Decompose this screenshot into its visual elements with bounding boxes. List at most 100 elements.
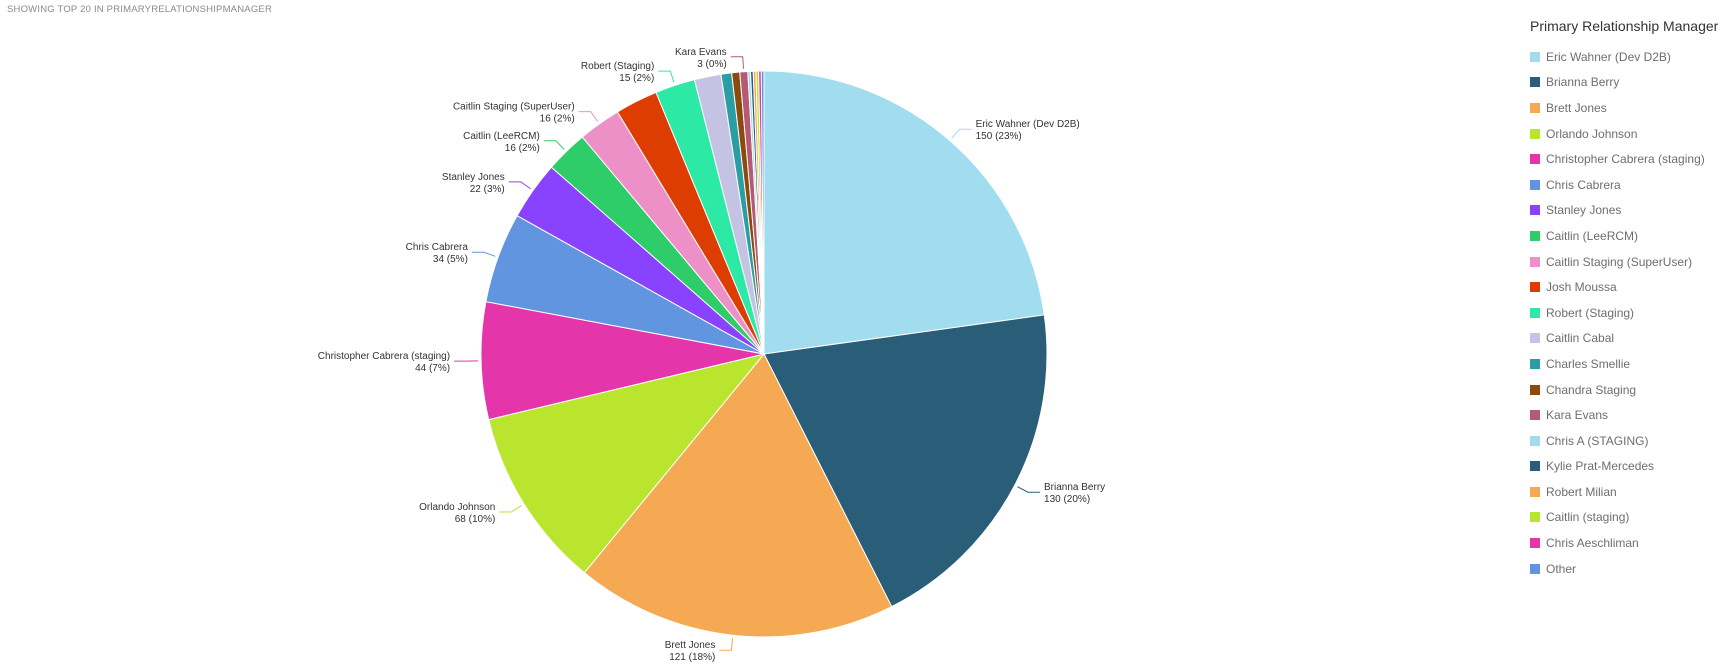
pie-chart: Eric Wahner (Dev D2B)150 (23%) Brianna Be… bbox=[318, 47, 1105, 663]
legend-item-robert-milian[interactable]: Robert Milian bbox=[1530, 479, 1720, 505]
legend-swatch bbox=[1530, 461, 1540, 472]
leader-orlando-johnson bbox=[499, 505, 522, 513]
leader-caitlin-leercm bbox=[543, 140, 565, 150]
leader-robert-staging bbox=[658, 70, 675, 83]
pie-slice-eric-wahner-dev-d2b[interactable] bbox=[763, 70, 1045, 355]
legend-item-kara-evans[interactable]: Kara Evans bbox=[1530, 402, 1720, 428]
legend-item-chandra-staging[interactable]: Chandra Staging bbox=[1530, 377, 1720, 403]
pie-slice-other[interactable] bbox=[760, 70, 765, 355]
legend-item-caitlin-cabal[interactable]: Caitlin Cabal bbox=[1530, 326, 1720, 352]
legend-label: Charles Smellie bbox=[1546, 356, 1631, 371]
legend-swatch bbox=[1530, 512, 1540, 523]
legend-label: Chandra Staging bbox=[1546, 382, 1637, 397]
legend-item-kylie-prat-mercedes[interactable]: Kylie Prat-Mercedes bbox=[1530, 454, 1720, 480]
slice-label-christopher-cabrera-staging: Christopher Cabrera (staging) bbox=[318, 351, 450, 362]
slice-label-caitlin-staging-superuser: Caitlin Staging (SuperUser) bbox=[453, 102, 575, 113]
legend-swatch bbox=[1530, 77, 1540, 88]
legend-swatch bbox=[1530, 51, 1540, 62]
legend-item-christopher-cabrera-staging[interactable]: Christopher Cabrera (staging) bbox=[1530, 146, 1720, 172]
leader-chris-cabrera bbox=[471, 251, 496, 257]
legend-label: Orlando Johnson bbox=[1546, 126, 1638, 141]
slice-label-caitlin-leercm: Caitlin (LeeRCM) bbox=[463, 131, 540, 142]
slice-label-brett-jones: Brett Jones bbox=[665, 640, 716, 651]
slice-value-eric-wahner-dev-d2b: 150 (23%) bbox=[976, 131, 1022, 142]
legend-label: Caitlin Cabal bbox=[1546, 331, 1615, 346]
legend-swatch bbox=[1530, 256, 1540, 267]
legend-item-brett-jones[interactable]: Brett Jones bbox=[1530, 95, 1720, 121]
legend-swatch bbox=[1530, 486, 1540, 497]
legend-item-eric-wahner-dev-d2b[interactable]: Eric Wahner (Dev D2B) bbox=[1530, 44, 1720, 70]
slice-label-robert-staging: Robert (Staging) bbox=[581, 61, 654, 72]
legend-swatch bbox=[1530, 102, 1540, 113]
legend-swatch bbox=[1530, 410, 1540, 421]
label-leaders bbox=[454, 56, 1041, 651]
legend-item-caitlin-leercm[interactable]: Caitlin (LeeRCM) bbox=[1530, 223, 1720, 249]
chart-subtitle: SHOWING TOP 20 IN PRIMARYRELATIONSHIPMAN… bbox=[7, 4, 273, 15]
slice-value-orlando-johnson: 68 (10%) bbox=[455, 514, 496, 525]
legend-swatch bbox=[1530, 384, 1540, 395]
slice-value-brianna-berry: 130 (20%) bbox=[1044, 494, 1090, 505]
slice-label-kara-evans: Kara Evans bbox=[675, 47, 727, 58]
slice-labels: Eric Wahner (Dev D2B)150 (23%) Brianna Be… bbox=[318, 47, 1105, 663]
slice-value-kara-evans: 3 (0%) bbox=[697, 59, 726, 70]
pie-slice-brett-jones[interactable] bbox=[583, 353, 893, 638]
legend-label: Caitlin (staging) bbox=[1546, 510, 1630, 525]
legend-item-chris-cabrera[interactable]: Chris Cabrera bbox=[1530, 172, 1720, 198]
legend-swatch bbox=[1530, 230, 1540, 241]
legend-swatch bbox=[1530, 333, 1540, 344]
slice-value-christopher-cabrera-staging: 44 (7%) bbox=[415, 363, 450, 374]
legend-item-josh-moussa[interactable]: Josh Moussa bbox=[1530, 274, 1720, 300]
legend-item-caitlin-staging-superuser[interactable]: Caitlin Staging (SuperUser) bbox=[1530, 249, 1720, 275]
slice-value-caitlin-leercm: 16 (2%) bbox=[505, 143, 540, 154]
pie-slices bbox=[480, 70, 1048, 638]
legend-label: Brett Jones bbox=[1546, 100, 1607, 115]
pie-slice-brianna-berry[interactable] bbox=[763, 314, 1048, 608]
legend-label: Brianna Berry bbox=[1546, 75, 1620, 90]
legend-label: Josh Moussa bbox=[1546, 280, 1617, 295]
leader-brett-jones bbox=[719, 638, 734, 651]
legend-swatch bbox=[1530, 538, 1540, 549]
legend-label: Stanley Jones bbox=[1546, 203, 1622, 218]
legend-item-caitlin-staging[interactable]: Caitlin (staging) bbox=[1530, 505, 1720, 531]
slice-label-stanley-jones: Stanley Jones bbox=[442, 172, 505, 183]
slice-value-stanley-jones: 22 (3%) bbox=[470, 184, 505, 195]
legend-label: Other bbox=[1546, 561, 1577, 576]
legend-item-charles-smellie[interactable]: Charles Smellie bbox=[1530, 351, 1720, 377]
leader-stanley-jones bbox=[508, 181, 531, 190]
legend-label: Eric Wahner (Dev D2B) bbox=[1546, 49, 1671, 64]
legend-swatch bbox=[1530, 563, 1540, 574]
legend-swatch bbox=[1530, 128, 1540, 139]
leader-brianna-berry bbox=[1017, 486, 1041, 493]
legend-label: Chris Cabrera bbox=[1546, 177, 1621, 192]
legend-label: Chris A (STAGING) bbox=[1546, 433, 1649, 448]
legend-title: Primary Relationship Manager bbox=[1530, 18, 1719, 34]
legend-item-robert-staging[interactable]: Robert (Staging) bbox=[1530, 300, 1720, 326]
leader-kara-evans bbox=[730, 56, 745, 69]
legend-label: Kara Evans bbox=[1546, 408, 1609, 423]
pie-slice-orlando-johnson[interactable] bbox=[488, 353, 766, 574]
leader-eric-wahner-dev-d2b bbox=[951, 128, 972, 139]
legend-label: Chris Aeschliman bbox=[1546, 536, 1639, 551]
legend-swatch bbox=[1530, 154, 1540, 165]
legend-item-orlando-johnson[interactable]: Orlando Johnson bbox=[1530, 121, 1720, 147]
slice-label-orlando-johnson: Orlando Johnson bbox=[419, 502, 495, 513]
pie-slice-christopher-cabrera-staging[interactable] bbox=[480, 301, 765, 421]
legend-item-stanley-jones[interactable]: Stanley Jones bbox=[1530, 198, 1720, 224]
legend-label: Christopher Cabrera (staging) bbox=[1546, 152, 1705, 167]
legend: Primary Relationship Manager Eric Wahner… bbox=[1530, 18, 1720, 581]
legend-item-brianna-berry[interactable]: Brianna Berry bbox=[1530, 70, 1720, 96]
slice-value-caitlin-staging-superuser: 16 (2%) bbox=[540, 114, 575, 125]
legend-swatch bbox=[1530, 435, 1540, 446]
slice-value-chris-cabrera: 34 (5%) bbox=[433, 254, 468, 265]
legend-swatch bbox=[1530, 282, 1540, 293]
slice-label-chris-cabrera: Chris Cabrera bbox=[406, 242, 469, 253]
legend-item-chris-a-staging[interactable]: Chris A (STAGING) bbox=[1530, 428, 1720, 454]
slice-value-brett-jones: 121 (18%) bbox=[669, 652, 715, 663]
legend-label: Caitlin Staging (SuperUser) bbox=[1546, 254, 1693, 269]
legend-swatch bbox=[1530, 179, 1540, 190]
legend-items: Eric Wahner (Dev D2B) Brianna Berry Brett … bbox=[1530, 44, 1720, 581]
legend-swatch bbox=[1530, 307, 1540, 318]
legend-item-other[interactable]: Other bbox=[1530, 556, 1720, 582]
legend-item-chris-aeschliman[interactable]: Chris Aeschliman bbox=[1530, 530, 1720, 556]
slice-value-robert-staging: 15 (2%) bbox=[619, 73, 654, 84]
